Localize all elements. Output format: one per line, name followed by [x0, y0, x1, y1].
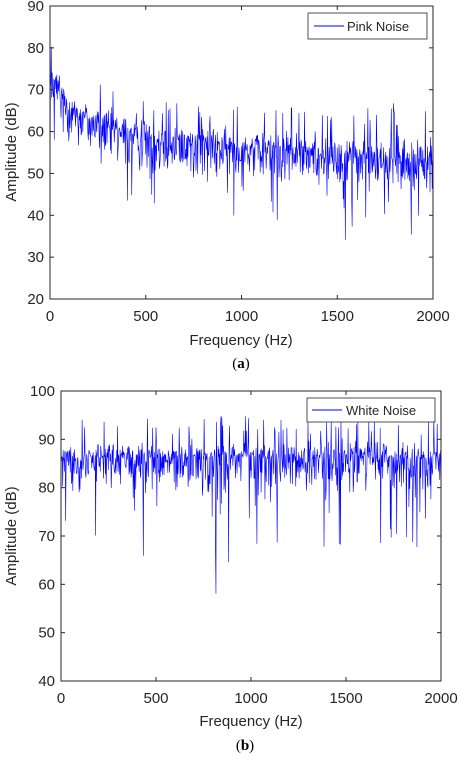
plot-series-pink [49, 46, 434, 240]
y-tick-label-b-6: 100 [30, 383, 55, 400]
legend-a: Pink Noise [307, 12, 428, 40]
y-tick-label-b-3: 70 [38, 528, 55, 545]
axis-ticks-b: 0 500 1000 1500 2000 40 50 60 70 80 90 100 [30, 383, 458, 707]
x-tick-label-b-0: 0 [57, 690, 65, 707]
y-tick-label-a-4: 60 [27, 124, 44, 141]
plot-series-white [60, 415, 442, 594]
y-tick-label-a-5: 70 [27, 82, 44, 99]
y-tick-label-a-1: 30 [27, 249, 44, 266]
y-tick-label-b-4: 80 [38, 480, 55, 497]
panel-caption-a: (a) [232, 356, 250, 372]
x-tick-label-b-4: 2000 [424, 690, 457, 707]
y-tick-label-b-5: 90 [38, 431, 55, 448]
series-line-a [49, 46, 434, 240]
y-tick-label-b-2: 60 [38, 576, 55, 593]
y-tick-label-a-3: 50 [27, 165, 44, 182]
y-tick-label-a-7: 90 [27, 0, 44, 15]
chart-panel-a: 0 500 1000 1500 2000 20 30 40 50 60 70 80 90 Pink No… [3, 0, 450, 372]
x-axis-label-a: Frequency (Hz) [189, 332, 292, 349]
x-tick-label-a-1: 500 [133, 308, 158, 325]
y-axis-label-b: Amplitude (dB) [3, 486, 20, 585]
x-axis-label-b: Frequency (Hz) [199, 713, 302, 730]
x-tick-label-b-1: 500 [143, 690, 168, 707]
y-axis-label-a: Amplitude (dB) [3, 102, 20, 201]
axis-ticks-a: 0 500 1000 1500 2000 20 30 40 50 60 70 80 90 [27, 0, 449, 325]
y-tick-label-b-1: 50 [38, 625, 55, 642]
legend-label-pink: Pink Noise [347, 19, 409, 34]
chart-panel-b: 0 500 1000 1500 2000 40 50 60 70 80 90 100 White No… [3, 383, 458, 754]
x-tick-label-a-4: 2000 [416, 308, 449, 325]
y-tick-label-b-0: 40 [38, 673, 55, 690]
series-line-b [60, 415, 442, 594]
legend-b: White Noise [306, 397, 436, 423]
x-tick-label-b-3: 1500 [329, 690, 362, 707]
x-tick-label-a-0: 0 [46, 308, 54, 325]
x-tick-label-a-2: 1000 [225, 308, 258, 325]
x-tick-label-a-3: 1500 [321, 308, 354, 325]
plot-area-frame-b [60, 390, 442, 682]
y-tick-label-a-0: 20 [27, 291, 44, 308]
panel-caption-b: (b) [236, 738, 254, 754]
y-tick-label-a-6: 80 [27, 40, 44, 57]
legend-label-white: White Noise [346, 403, 416, 418]
y-tick-label-a-2: 40 [27, 207, 44, 224]
x-tick-label-b-2: 1000 [234, 690, 267, 707]
